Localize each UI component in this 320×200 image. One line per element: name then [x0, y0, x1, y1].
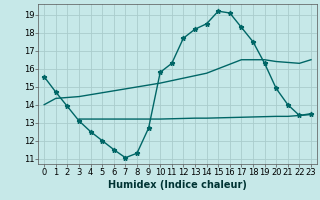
X-axis label: Humidex (Indice chaleur): Humidex (Indice chaleur) — [108, 180, 247, 190]
